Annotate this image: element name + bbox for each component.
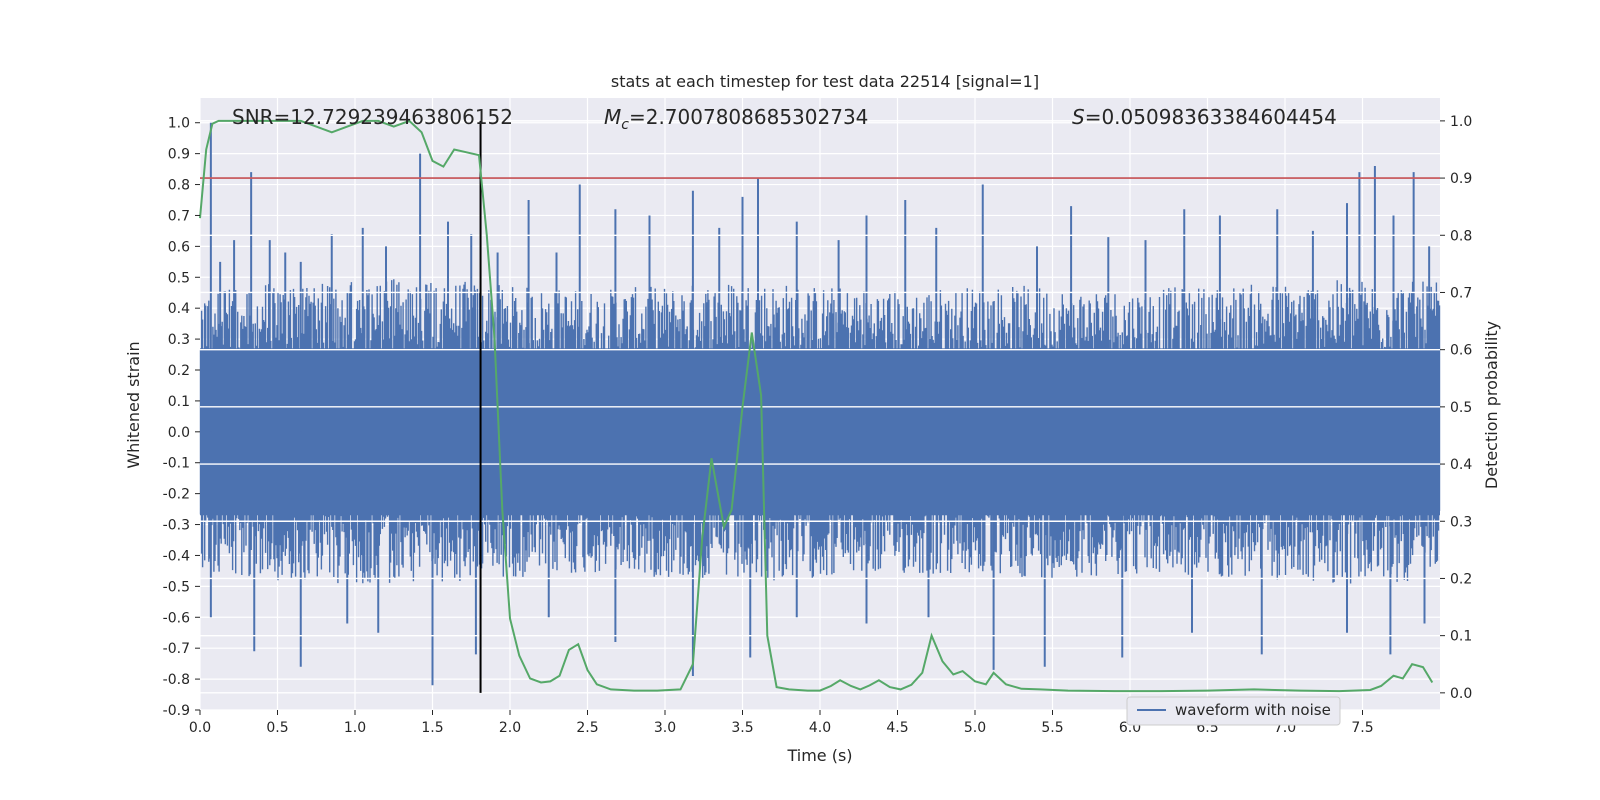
left-y-tick-label: -0.9 <box>163 703 190 719</box>
right-y-axis-label: Detection probability <box>1482 321 1501 489</box>
right-y-tick-label: 0.3 <box>1450 514 1472 530</box>
s-value: =0.05098363384604454 <box>1085 105 1337 129</box>
probability-series-line <box>199 119 1434 693</box>
right-y-tick-label: 0.9 <box>1450 171 1472 187</box>
left-y-tick-label: -0.2 <box>163 487 190 503</box>
left-y-tick-label: 0.4 <box>168 301 190 317</box>
chirp-mass-value: =2.7007808685302734 <box>629 105 868 129</box>
right-y-tick-label: 0.0 <box>1450 686 1472 702</box>
left-y-tick-label: 0.2 <box>168 363 190 379</box>
x-tick-label: 4.5 <box>886 720 908 736</box>
waveform-series <box>199 122 1441 686</box>
legend-entry-waveform: waveform with noise <box>1175 701 1331 719</box>
left-y-tick-label: -0.4 <box>163 548 190 564</box>
left-y-tick-label: 0.9 <box>168 147 190 163</box>
right-y-tick-label: 0.7 <box>1450 285 1472 301</box>
legend: waveform with noise <box>1126 696 1341 726</box>
right-y-tick-label: 0.4 <box>1450 457 1472 473</box>
left-y-tick-label: 0.8 <box>168 178 190 194</box>
x-tick-label: 3.0 <box>654 720 676 736</box>
right-y-tick-label: 0.1 <box>1450 629 1472 645</box>
x-tick-label: 5.5 <box>1041 720 1063 736</box>
left-y-tick-label: 0.1 <box>168 394 190 410</box>
left-y-tick-label: -0.3 <box>163 518 190 534</box>
waveform-core <box>200 348 1440 516</box>
x-axis-label: Time (s) <box>786 746 852 765</box>
left-y-axis-ticks: 1.0 0.9 0.8 0.7 0.6 0.5 0.4 0.3 0.2 0.1 0.0 -0.1 -0.… <box>163 116 200 719</box>
right-y-tick-label: 0.8 <box>1450 228 1472 244</box>
left-y-tick-label: 0.6 <box>168 239 190 255</box>
chart-title: stats at each timestep for test data 225… <box>611 72 1039 91</box>
s-symbol: S <box>1072 105 1085 129</box>
left-y-tick-label: 0.7 <box>168 208 190 224</box>
x-tick-label: 5.0 <box>964 720 986 736</box>
snr-annotation: SNR=12.729239463806152 <box>232 105 513 129</box>
x-tick-label: 1.0 <box>344 720 366 736</box>
x-tick-label: 3.5 <box>731 720 753 736</box>
left-y-axis-label: Whitened strain <box>124 341 143 468</box>
s-annotation: S=0.05098363384604454 <box>1072 105 1337 129</box>
left-y-tick-label: -0.7 <box>163 641 190 657</box>
left-y-tick-label: 0.3 <box>168 332 190 348</box>
x-tick-label: 2.0 <box>499 720 521 736</box>
right-y-axis-ticks: 1.0 0.9 0.8 0.7 0.6 0.5 0.4 0.3 0.2 0.1 0.0 <box>1440 114 1472 702</box>
left-y-tick-label: -0.6 <box>163 610 190 626</box>
right-y-tick-label: 0.6 <box>1450 343 1472 359</box>
x-tick-label: 4.0 <box>809 720 831 736</box>
right-y-tick-label: 0.5 <box>1450 400 1472 416</box>
chirp-mass-annotation: Mc=2.7007808685302734 <box>604 105 868 133</box>
left-y-tick-label: -0.1 <box>163 456 190 472</box>
legend-box <box>1126 696 1341 726</box>
x-tick-label: 7.5 <box>1351 720 1373 736</box>
right-y-tick-label: 1.0 <box>1450 114 1472 130</box>
left-y-tick-label: 0.0 <box>168 425 190 441</box>
left-y-tick-label: 0.5 <box>168 270 190 286</box>
x-tick-label: 0.5 <box>266 720 288 736</box>
chirp-mass-symbol: M <box>604 105 621 129</box>
x-tick-label: 1.5 <box>421 720 443 736</box>
chirp-mass-subscript: c <box>621 117 629 133</box>
left-y-tick-label: -0.8 <box>163 672 190 688</box>
left-y-tick-label: -0.5 <box>163 579 190 595</box>
x-tick-label: 0.0 <box>189 720 211 736</box>
x-tick-label: 2.5 <box>576 720 598 736</box>
left-y-tick-label: 1.0 <box>168 116 190 132</box>
right-y-tick-label: 0.2 <box>1450 571 1472 587</box>
